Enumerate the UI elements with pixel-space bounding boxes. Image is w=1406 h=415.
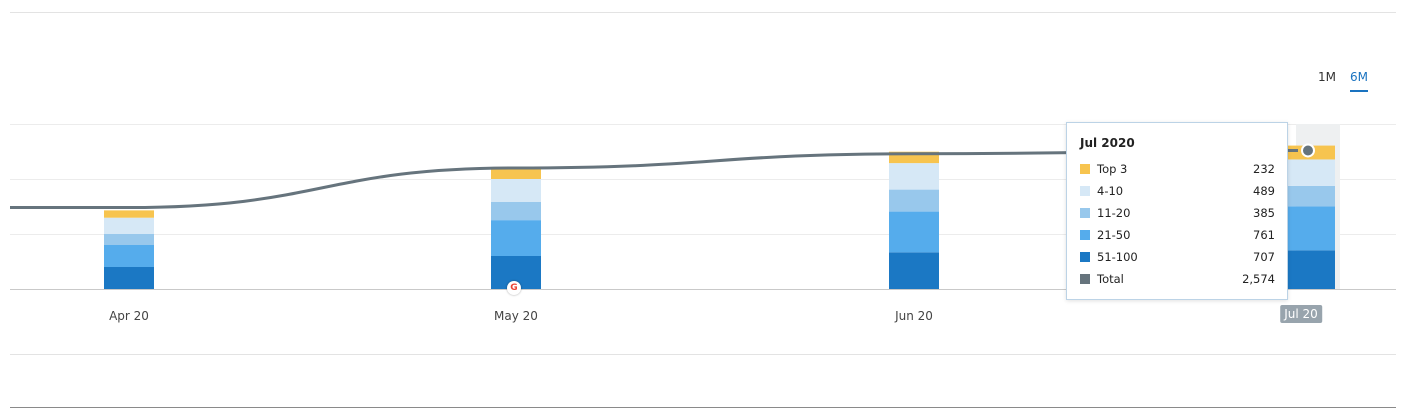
top-divider xyxy=(10,12,1396,13)
x-tick-label: Jun 20 xyxy=(895,309,933,323)
tooltip-row: 4-10 489 xyxy=(1067,180,1287,202)
bottom-divider xyxy=(10,407,1396,408)
tooltip-row-label: 51-100 xyxy=(1097,250,1138,264)
tooltip-row-label: Total xyxy=(1097,272,1124,286)
x-tick-label: May 20 xyxy=(494,309,538,323)
tooltip-row: 51-100 707 xyxy=(1067,246,1287,268)
bar-segment[interactable] xyxy=(104,210,154,218)
gridline xyxy=(10,124,1396,125)
bar-segment[interactable] xyxy=(1285,159,1335,186)
chart-tooltip: Jul 2020 Top 3 232 4-10 489 11-20 385 21-50 761… xyxy=(1066,122,1288,300)
x-tick-label-highlighted: Jul 20 xyxy=(1280,305,1322,323)
tooltip-row-value: 707 xyxy=(1253,250,1275,264)
bar-segment[interactable] xyxy=(1285,185,1335,207)
bar-segment[interactable] xyxy=(491,220,541,256)
range-1m-button[interactable]: 1M xyxy=(1318,70,1336,84)
google-icon[interactable]: G xyxy=(507,281,521,295)
total-line-point[interactable] xyxy=(1301,143,1315,158)
legend-swatch xyxy=(1080,186,1090,196)
tooltip-row: 11-20 385 xyxy=(1067,202,1287,224)
x-axis-baseline xyxy=(10,289,1396,290)
legend-swatch xyxy=(1080,252,1090,262)
tooltip-row-label: Top 3 xyxy=(1097,162,1128,176)
tooltip-row-value: 761 xyxy=(1253,228,1275,242)
bar-segment[interactable] xyxy=(889,189,939,212)
bar-segment[interactable] xyxy=(889,252,939,289)
bar-segment[interactable] xyxy=(491,201,541,221)
bar-segment[interactable] xyxy=(491,179,541,202)
legend-swatch xyxy=(1080,208,1090,218)
bar-segment[interactable] xyxy=(889,163,939,190)
tooltip-row-label: 11-20 xyxy=(1097,206,1131,220)
tooltip-row-value: 2,574 xyxy=(1242,272,1275,286)
bar-segment[interactable] xyxy=(104,217,154,234)
section-divider xyxy=(10,354,1396,355)
bar-segment[interactable] xyxy=(104,234,154,245)
bar-segment[interactable] xyxy=(104,245,154,267)
tooltip-row-label: 4-10 xyxy=(1097,184,1124,198)
bar-segment[interactable] xyxy=(491,168,541,179)
tooltip-title: Jul 2020 xyxy=(1080,136,1135,150)
bar-segment[interactable] xyxy=(104,267,154,289)
legend-swatch xyxy=(1080,230,1090,240)
bar-segment[interactable] xyxy=(1285,206,1335,251)
tooltip-row: 21-50 761 xyxy=(1067,224,1287,246)
tooltip-row-value: 232 xyxy=(1253,162,1275,176)
range-switch: 1M 6M xyxy=(1318,70,1368,92)
x-tick-label: Apr 20 xyxy=(109,309,149,323)
bar-segment[interactable] xyxy=(889,211,939,253)
bar-segment[interactable] xyxy=(889,151,939,164)
legend-swatch xyxy=(1080,274,1090,284)
tooltip-row-value: 385 xyxy=(1253,206,1275,220)
gridline xyxy=(10,179,1396,180)
gridline xyxy=(10,234,1396,235)
tooltip-row: Top 3 232 xyxy=(1067,158,1287,180)
bar-segment[interactable] xyxy=(1285,250,1335,289)
tooltip-row-label: 21-50 xyxy=(1097,228,1131,242)
tooltip-rows: Top 3 232 4-10 489 11-20 385 21-50 761 51-100 707… xyxy=(1067,158,1287,290)
legend-swatch xyxy=(1080,164,1090,174)
range-6m-button[interactable]: 6M xyxy=(1350,70,1368,92)
tooltip-row: Total 2,574 xyxy=(1067,268,1287,290)
tooltip-row-value: 489 xyxy=(1253,184,1275,198)
